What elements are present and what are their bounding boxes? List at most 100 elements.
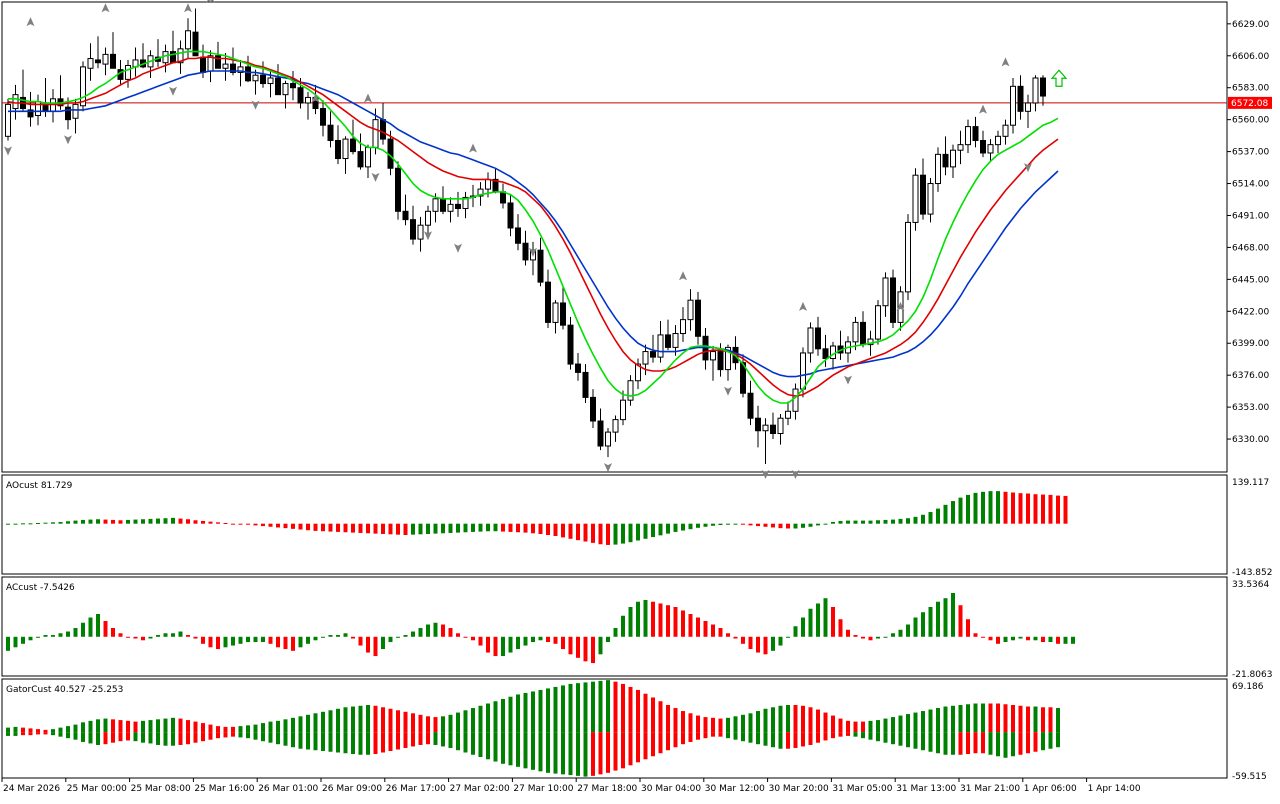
gator-upper-bar bbox=[178, 718, 183, 733]
gator-upper-bar bbox=[816, 709, 820, 733]
candle-body-up bbox=[372, 119, 379, 148]
aocust-bar bbox=[831, 521, 835, 524]
candle bbox=[320, 100, 326, 137]
candle-body-up bbox=[627, 380, 634, 401]
gator-lower-bar bbox=[636, 732, 640, 763]
accust-bar bbox=[928, 606, 933, 637]
gator-lower-bar bbox=[201, 732, 205, 742]
gator-upper-bar bbox=[1011, 705, 1015, 733]
candle-body-up bbox=[477, 188, 484, 197]
fractal-up-icon bbox=[896, 301, 905, 311]
candle bbox=[747, 380, 754, 426]
accust-bar bbox=[141, 636, 145, 641]
candle bbox=[912, 168, 919, 231]
accust-bar bbox=[996, 636, 1000, 644]
candle bbox=[612, 415, 619, 442]
time-tick-label: 1 Apr 06:00 bbox=[1024, 784, 1077, 794]
candle bbox=[815, 316, 821, 356]
time-tick-label: 31 Mar 21:00 bbox=[960, 784, 1020, 794]
gator-upper-bar bbox=[568, 683, 573, 733]
accust-bar bbox=[276, 636, 280, 648]
accust-bar bbox=[433, 622, 438, 637]
candle bbox=[560, 286, 566, 330]
candle-body-up bbox=[1032, 77, 1039, 104]
gator-lower-bar bbox=[598, 732, 603, 775]
gator-lower-bar bbox=[651, 732, 655, 757]
gator-lower-bar bbox=[568, 732, 573, 776]
gator-upper-bar bbox=[96, 719, 100, 733]
aocust-scale-min: -143.852 bbox=[1232, 568, 1272, 578]
candle-body-down bbox=[455, 203, 461, 210]
accust-bar bbox=[531, 636, 535, 643]
aocust-bar bbox=[321, 523, 325, 532]
gator-lower-bar bbox=[576, 732, 580, 776]
candle bbox=[402, 194, 409, 226]
gator-upper-bar bbox=[73, 724, 78, 733]
candle bbox=[290, 71, 296, 101]
aocust-bar bbox=[291, 523, 295, 529]
aocust-bar bbox=[43, 522, 48, 524]
candle-body-down bbox=[27, 109, 34, 118]
candle bbox=[1040, 75, 1046, 106]
aocust-bar bbox=[276, 523, 280, 528]
gator-lower-bar bbox=[178, 732, 183, 745]
candle bbox=[597, 408, 604, 451]
gator-lower-bar bbox=[493, 732, 498, 762]
aocust-bar bbox=[328, 523, 333, 532]
aocust-bar bbox=[1048, 494, 1053, 524]
candle-body-up bbox=[762, 424, 769, 432]
candle-body-down bbox=[1017, 85, 1024, 112]
candle bbox=[762, 418, 769, 465]
gator-lower-bar bbox=[426, 732, 430, 745]
candle-body-down bbox=[245, 66, 251, 82]
aocust-bar bbox=[763, 523, 768, 527]
gator-upper-bar bbox=[441, 716, 445, 733]
candle-body-down bbox=[395, 167, 401, 212]
aocust-bar bbox=[306, 523, 310, 531]
aocust-bar bbox=[156, 518, 160, 524]
accust-pane[interactable] bbox=[1, 576, 1228, 677]
gator-upper-bar bbox=[606, 680, 610, 733]
gatorcust-pane[interactable] bbox=[1, 678, 1228, 779]
gator-lower-bar bbox=[726, 732, 730, 739]
gator-lower-bar bbox=[291, 732, 295, 748]
gator-upper-bar bbox=[28, 728, 33, 733]
gator-lower-bar bbox=[1011, 732, 1015, 757]
candle-body-up bbox=[680, 319, 686, 335]
gator-upper-bar bbox=[778, 705, 783, 733]
accust-bar bbox=[868, 636, 873, 641]
accust-bar bbox=[396, 636, 400, 638]
aocust-bar bbox=[576, 523, 580, 541]
aocust-bar bbox=[898, 518, 903, 524]
candle bbox=[567, 316, 574, 370]
time-tick-label: 25 Mar 08:00 bbox=[131, 784, 191, 794]
gator-lower-bar bbox=[433, 732, 438, 745]
candle-body-down bbox=[42, 103, 49, 112]
candle bbox=[627, 375, 634, 406]
aocust-series bbox=[6, 491, 1068, 545]
gator-lower-bar bbox=[403, 732, 408, 748]
price-pane[interactable] bbox=[1, 1, 1228, 473]
candle-body-down bbox=[740, 362, 746, 394]
candle bbox=[110, 32, 116, 69]
accust-bar bbox=[943, 598, 948, 637]
candle-body-up bbox=[5, 103, 11, 137]
candle bbox=[245, 55, 251, 83]
gator-lower-bar bbox=[96, 732, 100, 745]
gator-lower-bar bbox=[381, 732, 385, 753]
accust-bar bbox=[711, 624, 715, 637]
accust-bar bbox=[891, 633, 895, 637]
gator-upper-bar bbox=[688, 713, 693, 733]
price-tick-label: 6537.00 bbox=[1232, 148, 1269, 158]
candle-body-up bbox=[995, 135, 1001, 146]
candle bbox=[620, 390, 626, 426]
gator-upper-bar bbox=[456, 712, 460, 733]
candle bbox=[785, 401, 791, 426]
accust-bar bbox=[981, 636, 985, 638]
aocust-pane[interactable] bbox=[1, 474, 1228, 575]
gator-upper-bar bbox=[988, 703, 993, 733]
gator-lower-bar bbox=[21, 732, 25, 736]
gator-upper-bar bbox=[268, 721, 273, 733]
price-tick-label: 6514.00 bbox=[1232, 180, 1269, 190]
